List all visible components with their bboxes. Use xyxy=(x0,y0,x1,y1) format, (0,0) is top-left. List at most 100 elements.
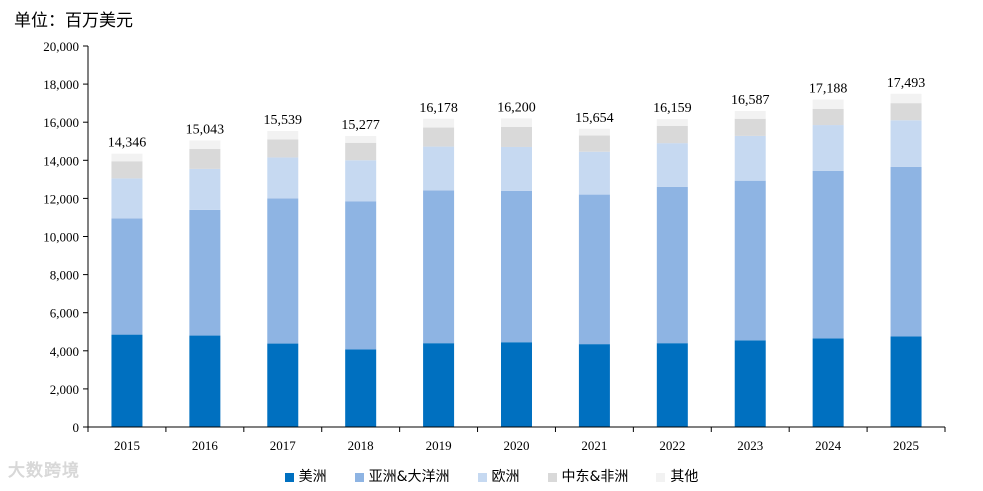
bar-segment-2024-s3 xyxy=(812,108,844,126)
bar-segment-2024-s1 xyxy=(812,170,844,339)
x-tick-label-2015: 2015 xyxy=(114,438,140,453)
legend-swatch xyxy=(547,472,557,482)
bar-segment-2021-s1 xyxy=(578,194,610,345)
y-tick-label: 10,000 xyxy=(43,230,79,245)
bar-segment-2021-s4 xyxy=(578,128,610,136)
bar-segment-2020-s3 xyxy=(501,126,532,147)
total-label-2023: 16,587 xyxy=(731,93,770,108)
x-tick-label-2016: 2016 xyxy=(192,438,219,453)
y-tick-label: 6,000 xyxy=(50,306,79,321)
bar-segment-2019-s4 xyxy=(423,118,455,128)
legend-item-s3: 中东&非洲 xyxy=(547,466,629,486)
bar-segment-2025-s0 xyxy=(890,336,922,427)
bar-segment-2022-s0 xyxy=(656,343,688,427)
y-tick-label: 4,000 xyxy=(50,344,79,359)
legend-item-s4: 其他 xyxy=(656,466,698,486)
bar-segment-2015-s1 xyxy=(111,218,143,335)
bar-segment-2017-s1 xyxy=(267,198,299,344)
bar-segment-2016-s1 xyxy=(189,209,221,336)
bar-segment-2021-s0 xyxy=(578,344,610,427)
bar-segment-2016-s3 xyxy=(189,148,221,169)
bar-segment-2023-s0 xyxy=(734,340,766,427)
bar-segment-2019-s2 xyxy=(423,146,455,191)
bar-segment-2023-s2 xyxy=(734,135,766,181)
x-tick-label-2024: 2024 xyxy=(815,438,842,453)
bar-segment-2015-s2 xyxy=(111,178,143,219)
x-tick-label-2022: 2022 xyxy=(659,438,685,453)
legend-swatch xyxy=(477,472,487,482)
total-label-2016: 15,043 xyxy=(186,122,225,137)
total-label-2015: 14,346 xyxy=(108,136,147,151)
x-tick-label-2023: 2023 xyxy=(737,438,763,453)
bar-segment-2018-s1 xyxy=(345,201,377,350)
bar-segment-2024-s0 xyxy=(812,338,844,427)
bar-segment-2015-s0 xyxy=(111,334,143,427)
bar-segment-2024-s2 xyxy=(812,125,844,171)
bar-segment-2020-s0 xyxy=(501,342,532,427)
bar-segment-2017-s4 xyxy=(267,130,299,140)
legend-item-s1: 亚洲&大洋洲 xyxy=(354,466,450,486)
total-label-2017: 15,539 xyxy=(264,113,303,128)
bar-segment-2019-s0 xyxy=(423,343,455,427)
bar-segment-2022-s3 xyxy=(656,126,688,144)
x-tick-label-2018: 2018 xyxy=(348,438,374,453)
bar-segment-2023-s1 xyxy=(734,180,766,341)
legend-swatch xyxy=(656,472,666,482)
bar-segment-2016-s4 xyxy=(189,140,221,149)
bar-segment-2015-s4 xyxy=(111,153,143,162)
bar-segment-2022-s1 xyxy=(656,186,688,344)
legend-label: 亚洲&大洋洲 xyxy=(368,469,450,485)
legend-label: 美洲 xyxy=(298,469,327,485)
legend-label: 中东&非洲 xyxy=(561,469,629,485)
legend-swatch xyxy=(354,472,364,482)
y-tick-label: 0 xyxy=(73,420,80,435)
watermark: 大数跨境 xyxy=(8,456,80,481)
bar-segment-2020-s4 xyxy=(501,118,532,127)
bar-segment-2025-s3 xyxy=(890,103,922,121)
unit-label: 单位：百万美元 xyxy=(14,11,133,31)
legend: 美洲 亚洲&大洋洲 欧洲 中东&非洲 其他 xyxy=(0,466,983,486)
bar-segment-2018-s4 xyxy=(345,135,377,143)
bar-segment-2022-s4 xyxy=(656,119,688,127)
axes-layer xyxy=(83,45,946,432)
x-tick-label-2019: 2019 xyxy=(426,438,452,453)
legend-item-s0: 美洲 xyxy=(284,466,327,486)
bar-segment-2015-s3 xyxy=(111,161,143,179)
bar-segment-2017-s3 xyxy=(267,139,299,158)
y-tick-label: 12,000 xyxy=(43,191,79,206)
bar-segment-2017-s2 xyxy=(267,157,299,199)
bar-segment-2016-s0 xyxy=(189,335,221,427)
total-label-2021: 15,654 xyxy=(575,111,614,126)
bar-segment-2021-s2 xyxy=(578,151,610,195)
bar-segment-2025-s2 xyxy=(890,120,922,167)
bar-segment-2022-s2 xyxy=(656,143,688,187)
bars-layer xyxy=(111,93,922,427)
bar-segment-2021-s3 xyxy=(578,135,610,152)
y-tick-label: 14,000 xyxy=(43,153,79,168)
bar-segment-2024-s4 xyxy=(812,99,844,109)
x-tick-label-2020: 2020 xyxy=(504,438,530,453)
bar-segment-2025-s4 xyxy=(890,93,922,104)
bar-segment-2019-s3 xyxy=(423,127,455,147)
y-tick-label: 16,000 xyxy=(43,115,79,130)
total-label-2019: 16,178 xyxy=(419,101,458,116)
total-label-2018: 15,277 xyxy=(341,118,380,133)
legend-label: 其他 xyxy=(670,469,699,485)
x-tick-label-2017: 2017 xyxy=(270,438,297,453)
labels-layer: 14,346 2015 15,043 2016 15,539 2017 15,277 2018… xyxy=(43,39,925,453)
watermark-text: 大数跨境 xyxy=(8,461,80,481)
y-tick-label: 20,000 xyxy=(43,39,79,54)
y-tick-label: 8,000 xyxy=(50,268,79,283)
total-label-2022: 16,159 xyxy=(653,101,692,116)
total-label-2020: 16,200 xyxy=(497,100,536,115)
x-tick-label-2025: 2025 xyxy=(893,438,919,453)
legend-swatch xyxy=(284,472,294,482)
total-label-2025: 17,493 xyxy=(887,76,926,91)
bar-segment-2016-s2 xyxy=(189,168,221,210)
bar-segment-2020-s2 xyxy=(501,146,532,191)
bar-segment-2018-s3 xyxy=(345,142,377,161)
bar-segment-2017-s0 xyxy=(267,343,299,427)
bar-segment-2018-s0 xyxy=(345,349,377,427)
y-tick-label: 2,000 xyxy=(50,382,79,397)
